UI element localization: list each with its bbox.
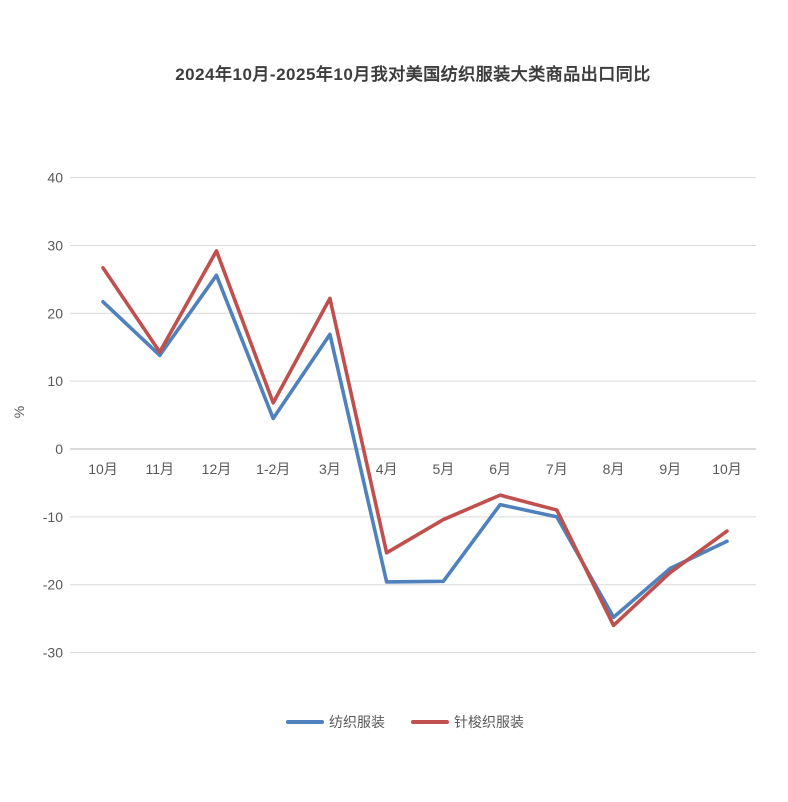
legend-item-zhensuozhifuzhuang: 针梭织服装 [411, 712, 524, 732]
x-tick-label: 6月 [489, 461, 511, 477]
legend-line-sample-red-icon [411, 720, 449, 724]
line-chart-plot-area: 40 30 20 10 0 -10 -20 -30 10月 11月 12月 1-2月 3月 4月 5月 6月 7… [43, 170, 756, 661]
legend-item-fangzhifuzhuang: 纺织服装 [286, 712, 385, 732]
legend-label: 针梭织服装 [454, 714, 524, 730]
y-tick-label: 0 [55, 441, 63, 457]
legend-label: 纺织服装 [329, 714, 385, 730]
y-tick-label: -30 [43, 645, 63, 661]
x-tick-label: 10月 [88, 461, 118, 477]
y-tick-label: 10 [47, 373, 63, 389]
x-tick-label: 8月 [603, 461, 625, 477]
x-tick-label: 4月 [376, 461, 398, 477]
legend-line-sample-blue-icon [286, 720, 324, 724]
y-tick-label: 30 [47, 237, 63, 253]
chart-title: 2024年10月-2025年10月我对美国纺织服装大类商品出口同比 [175, 65, 651, 84]
x-tick-label: 5月 [432, 461, 454, 477]
chart-legend: 纺织服装 针梭织服装 [0, 712, 788, 732]
y-tick-label: 40 [47, 170, 63, 186]
y-tick-label: -10 [43, 509, 63, 525]
y-tick-label: 20 [47, 305, 63, 321]
x-tick-label: 1-2月 [256, 461, 290, 477]
x-tick-label: 12月 [202, 461, 232, 477]
x-tick-label: 7月 [546, 461, 568, 477]
x-tick-label: 10月 [712, 461, 742, 477]
x-tick-label: 11月 [145, 461, 174, 477]
series-line-纺织服装 [101, 273, 729, 620]
x-tick-label: 9月 [659, 461, 681, 477]
x-tick-label: 3月 [319, 461, 341, 477]
series-line-针梭织服装 [101, 249, 729, 628]
y-tick-label: -20 [43, 577, 63, 593]
